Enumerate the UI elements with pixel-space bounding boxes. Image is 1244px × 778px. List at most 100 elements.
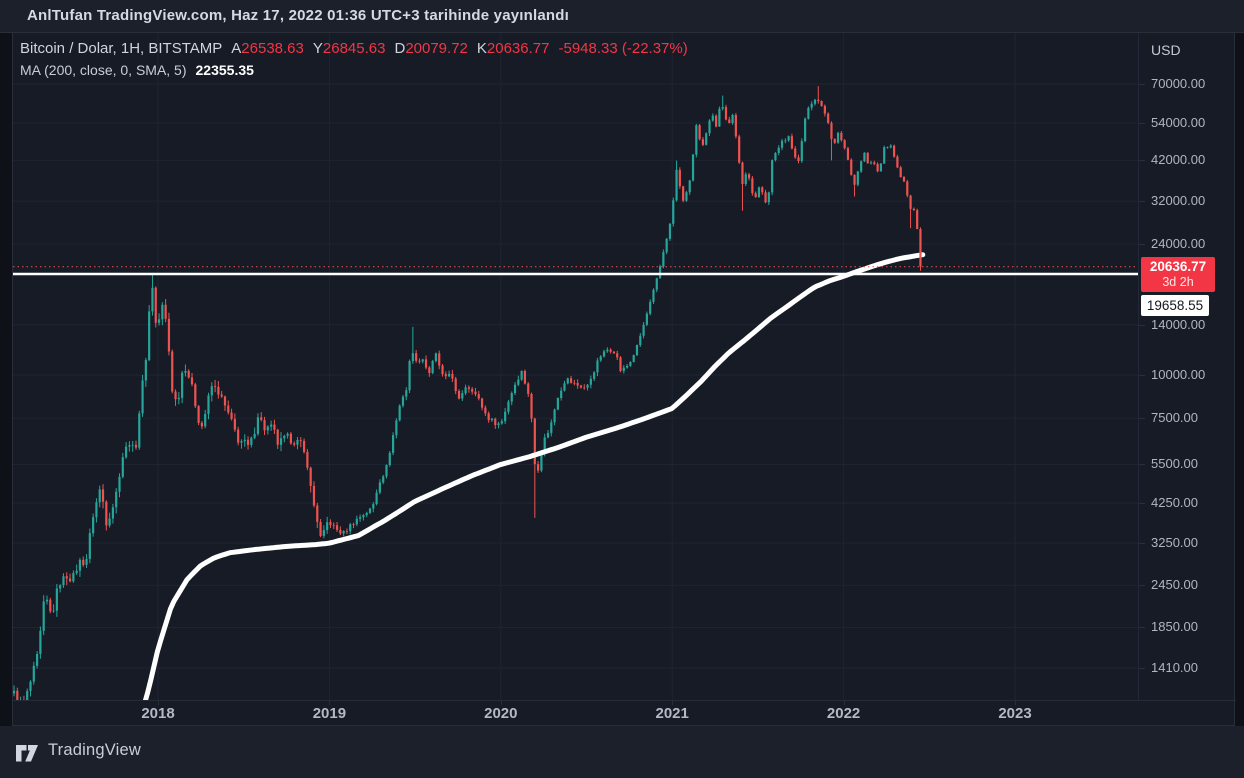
candle-body — [391, 435, 395, 453]
candle-body — [227, 405, 230, 413]
chart-widget[interactable]: Bitcoin / Dolar, 1H, BITSTAMP A26538.63 … — [12, 33, 1236, 726]
candle-body — [510, 393, 513, 402]
candle-body — [134, 444, 138, 448]
candle-body — [302, 440, 306, 452]
symbol-legend-row[interactable]: Bitcoin / Dolar, 1H, BITSTAMP A26538.63 … — [20, 40, 688, 62]
price-tick-label: 4250.00 — [1151, 495, 1198, 511]
candle-body — [731, 114, 734, 123]
candle-body — [26, 690, 29, 700]
price-tick-mark — [1139, 244, 1145, 246]
candle-body — [253, 433, 256, 438]
candle-body — [243, 439, 246, 442]
candle-body — [92, 517, 95, 534]
candle-body — [408, 361, 411, 391]
candle-body — [537, 464, 540, 471]
candle-body — [678, 169, 681, 187]
ma-legend-row[interactable]: MA (200, close, 0, SMA, 5) 22355.35 — [20, 62, 688, 84]
time-axis[interactable]: 2018 2019 2020 2021 2022 2023 — [13, 700, 1236, 725]
candle-body — [767, 192, 770, 203]
candle-body — [533, 418, 536, 465]
candle-body — [72, 573, 75, 582]
price-tick-label: 10000.00 — [1151, 367, 1206, 383]
candle-body — [438, 353, 441, 366]
candle-body — [688, 180, 691, 193]
candle-body — [411, 353, 414, 362]
candle-body — [154, 287, 157, 323]
candle-body — [836, 132, 840, 143]
candle-body — [98, 489, 101, 503]
candle-body — [223, 396, 227, 406]
candle-body — [42, 601, 45, 631]
candle-body — [181, 372, 184, 398]
candle-body — [672, 200, 675, 224]
ohlc-open: A26538.63 — [231, 40, 304, 57]
candle-body — [29, 681, 32, 691]
candle-body — [171, 351, 174, 392]
tradingview-logo[interactable]: TradingView — [14, 740, 184, 766]
candle-body — [375, 492, 378, 505]
candle-body — [560, 390, 563, 399]
candle-body — [543, 437, 546, 454]
candle-body — [612, 351, 616, 354]
candle-body — [771, 160, 774, 193]
candle-body — [448, 373, 451, 377]
candle-body — [527, 383, 530, 394]
price-tick-label: 32000.00 — [1151, 193, 1206, 209]
attribution-bar: AnlTufan TradingView.com, Haz 17, 2022 0… — [0, 0, 1244, 33]
tradingview-logo-text: TradingView — [48, 741, 141, 759]
year-tick-label: 2020 — [484, 705, 518, 722]
price-tick-mark — [1139, 84, 1145, 85]
candle-body — [335, 525, 339, 530]
footer-bar: TradingView — [0, 726, 1244, 778]
ma-200-line — [142, 252, 926, 700]
candle-body — [342, 531, 345, 534]
candle-body — [668, 223, 672, 239]
candle-body — [464, 387, 467, 394]
candle-body — [873, 162, 876, 165]
candle-body — [359, 517, 362, 519]
candle-body — [329, 522, 332, 525]
ohlc-high: Y26845.63 — [312, 40, 386, 57]
candle-body — [813, 99, 817, 104]
candle-body — [276, 429, 279, 445]
candle-body — [550, 422, 553, 433]
candle-body — [635, 345, 639, 356]
candle-body — [108, 518, 111, 526]
candle-body — [233, 418, 236, 430]
candle-body — [352, 524, 355, 526]
candle-body — [39, 630, 42, 654]
candle-body — [273, 424, 276, 430]
candle-body — [790, 136, 794, 149]
candle-body — [579, 385, 583, 388]
candle-body — [817, 99, 820, 102]
attribution-text: AnlTufan TradingView.com, Haz 17, 2022 0… — [27, 7, 570, 24]
price-chart-canvas[interactable] — [13, 33, 1138, 700]
candle-body — [32, 665, 35, 682]
bar-countdown: 3d 2h — [1162, 275, 1194, 290]
candle-body — [916, 210, 919, 230]
candle-body — [141, 380, 144, 414]
candle-body — [349, 524, 352, 532]
last-price-value: 20636.77 — [1149, 259, 1207, 275]
candle-body — [444, 374, 447, 377]
candle-body — [148, 311, 151, 361]
candle-body — [213, 386, 217, 387]
candle-body — [530, 393, 533, 419]
candle-body — [65, 576, 68, 579]
candle-body — [395, 420, 398, 436]
candle-body — [35, 653, 39, 666]
candle-body — [494, 418, 497, 426]
candle-body — [467, 387, 470, 389]
price-chart[interactable] — [13, 33, 1138, 700]
symbol-title: Bitcoin / Dolar, 1H, BITSTAMP — [20, 40, 223, 57]
candle-body — [777, 147, 780, 153]
candle-body — [774, 152, 777, 161]
candle-body — [698, 125, 701, 140]
price-axis[interactable]: USD 20636.77 3d 2h 19658.55 70000.00 5400… — [1138, 33, 1236, 700]
candle-body — [823, 105, 826, 114]
candle-body — [187, 370, 190, 378]
price-tick-mark — [1139, 122, 1145, 124]
ohlc-close: K20636.77 — [476, 40, 550, 57]
candle-body — [200, 422, 204, 427]
candle-body — [658, 266, 662, 279]
